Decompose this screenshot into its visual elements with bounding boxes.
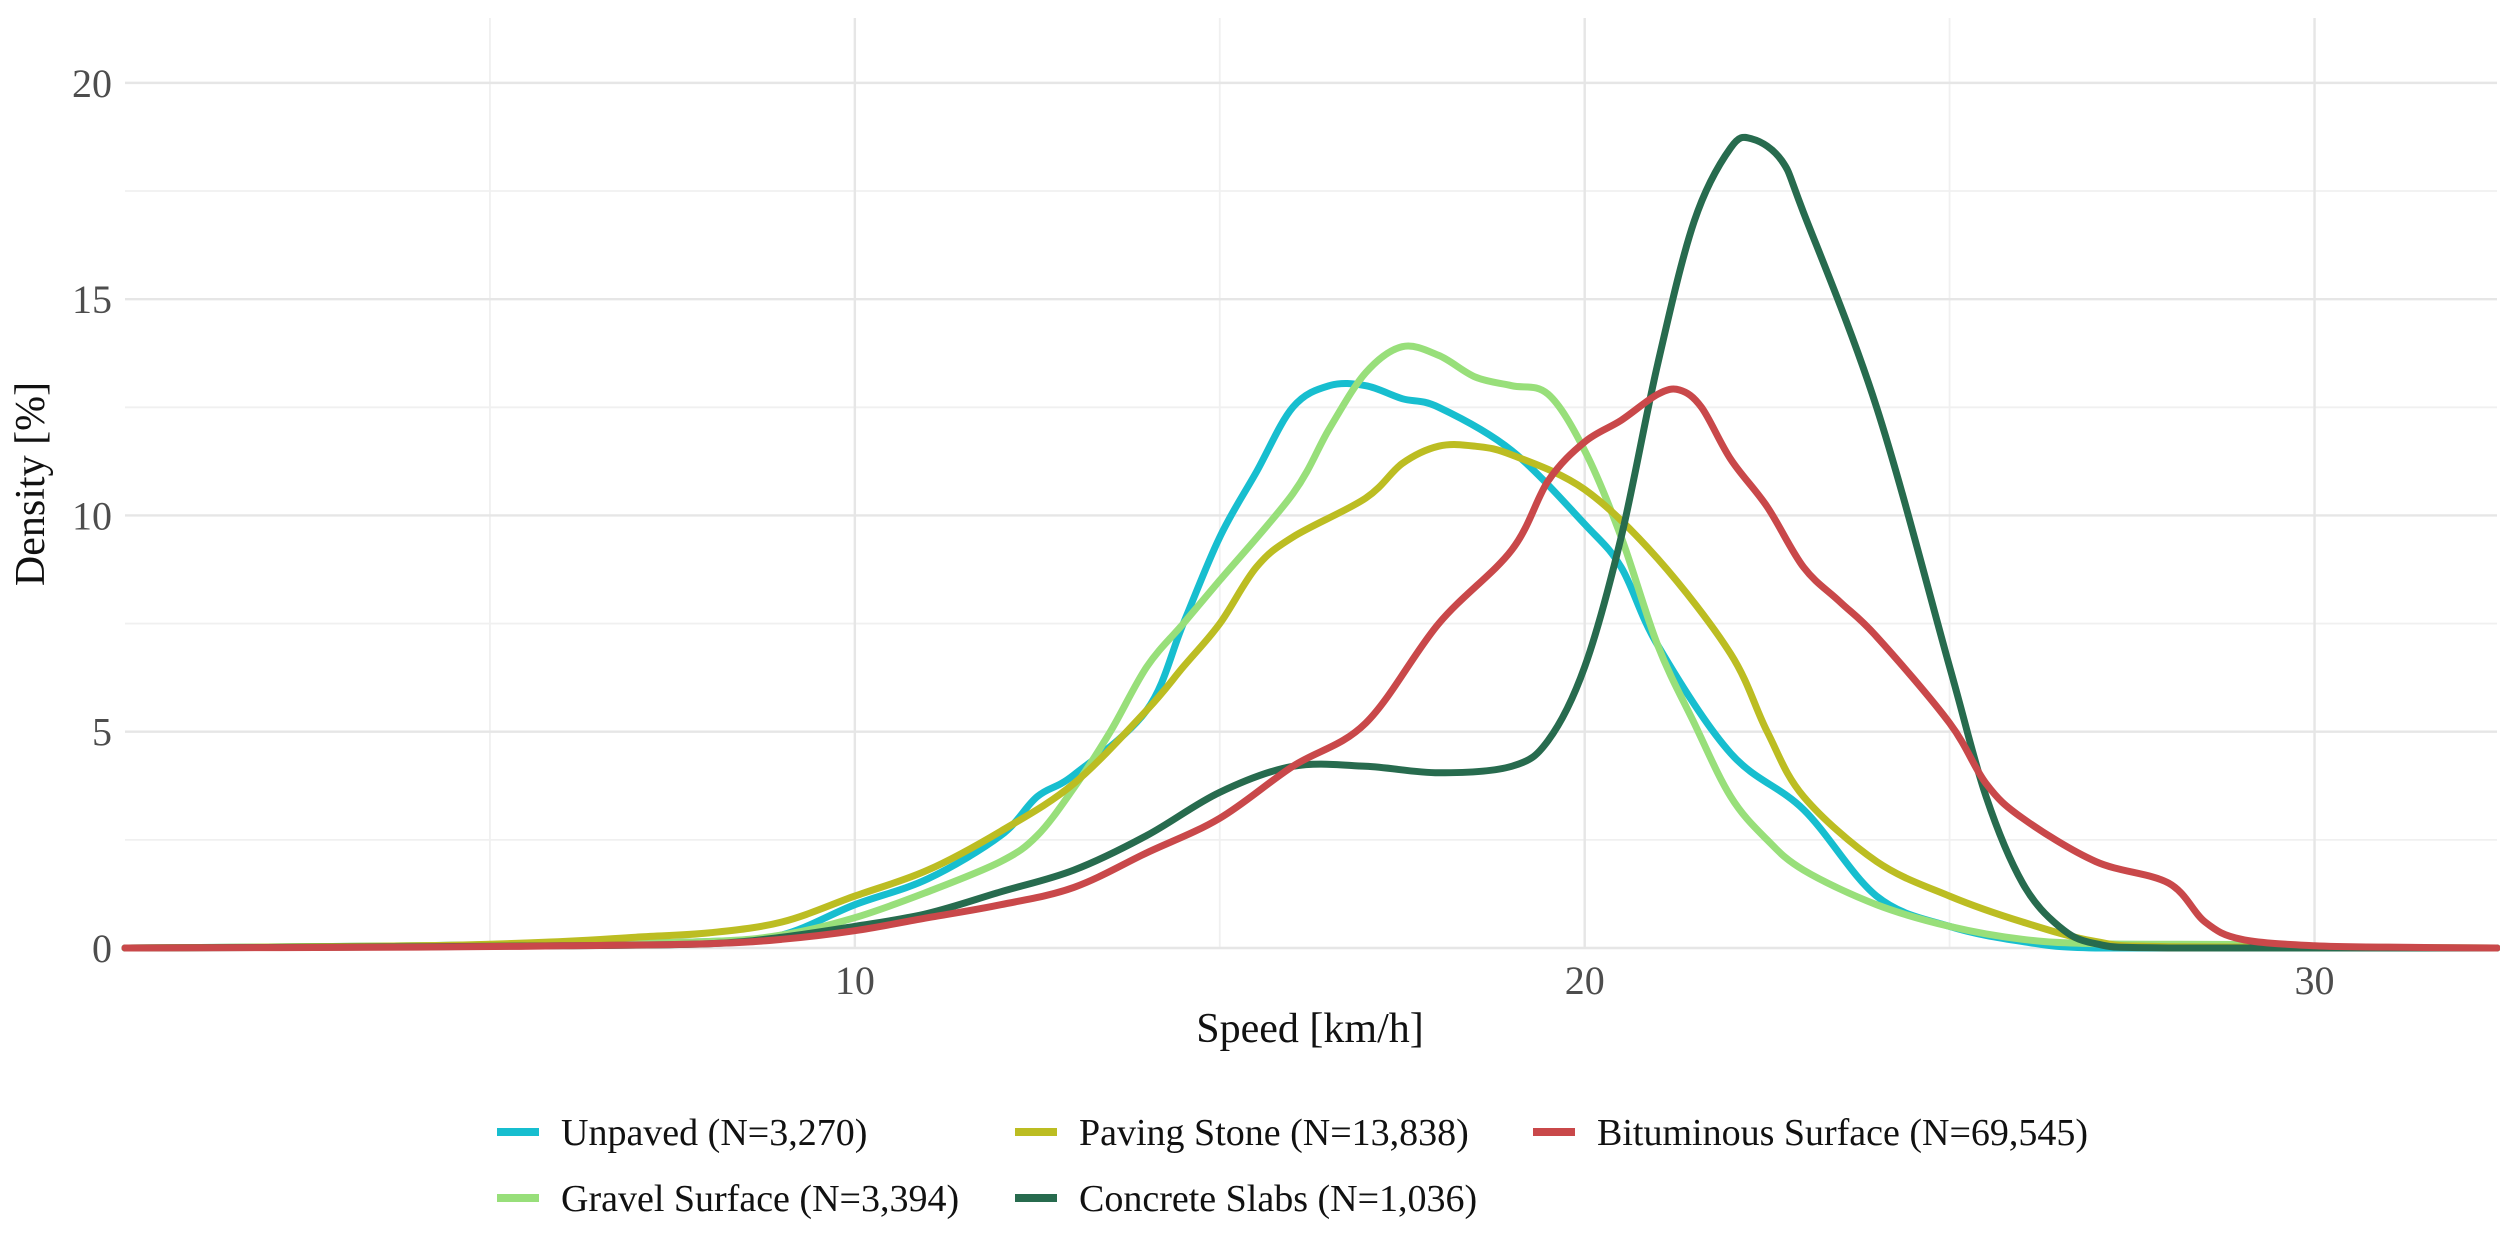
y-tick-label: 0	[92, 926, 112, 971]
x-tick-label: 20	[1565, 958, 1605, 1003]
legend-label-concrete-slabs: Concrete Slabs (N=1,036)	[1079, 1178, 1477, 1220]
y-tick-label: 15	[72, 277, 112, 322]
series-line-bituminous-surface	[121, 385, 2500, 952]
legend-label-unpaved: Unpaved (N=3,270)	[561, 1112, 867, 1154]
y-tick-label: 10	[72, 493, 112, 538]
y-tick-label: 5	[92, 710, 112, 755]
series-line-concrete-slabs	[121, 133, 2500, 952]
legend-label-bituminous-surface: Bituminous Surface (N=69,545)	[1597, 1112, 2088, 1154]
series-line-gravel-surface	[121, 342, 2500, 952]
axis-layer: Speed [km/h] Density [%] 0 5 10 15 20 10 20 30	[8, 61, 2335, 1052]
series-line-paving-stone	[121, 441, 2500, 952]
x-axis-title: Speed [km/h]	[1196, 1006, 1423, 1052]
grid-layer	[125, 18, 2497, 950]
series-layer	[121, 133, 2500, 952]
legend: Unpaved (N=3,270) Paving Stone (N=13,838)…	[497, 1112, 2088, 1220]
y-axis-title: Density [%]	[8, 382, 54, 586]
legend-label-paving-stone: Paving Stone (N=13,838)	[1079, 1112, 1469, 1154]
y-tick-label: 20	[72, 61, 112, 106]
x-tick-label: 30	[2295, 958, 2335, 1003]
legend-label-gravel-surface: Gravel Surface (N=3,394)	[561, 1178, 959, 1220]
x-tick-label: 10	[835, 958, 875, 1003]
